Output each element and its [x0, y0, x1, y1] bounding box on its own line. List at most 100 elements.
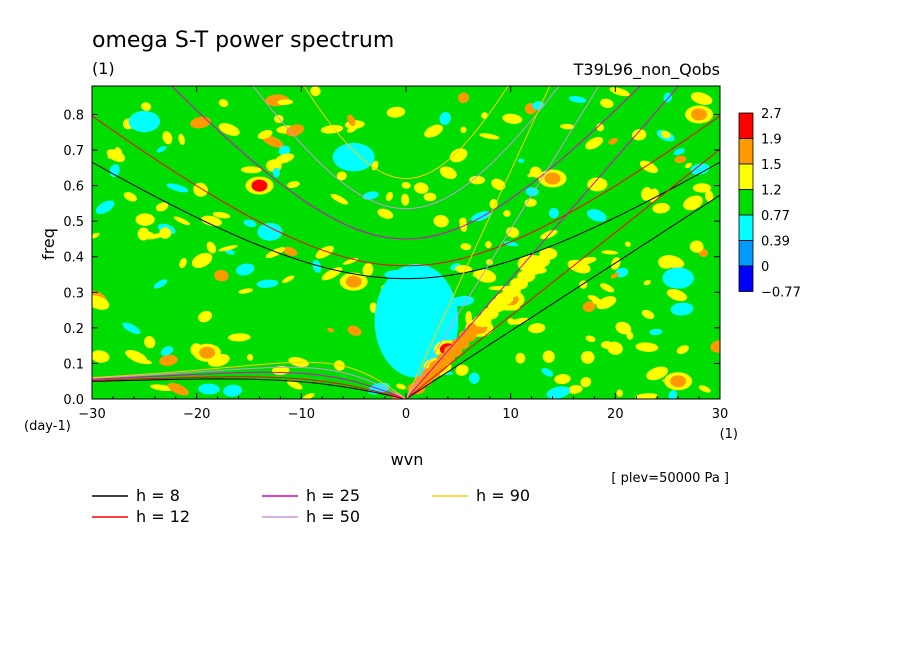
speckle — [218, 245, 238, 252]
kelvin-curve — [405, 148, 720, 399]
speckle — [144, 336, 156, 349]
speckle — [609, 87, 630, 97]
speckle — [635, 342, 659, 352]
speckle — [666, 289, 688, 302]
rossby-curve — [92, 376, 407, 399]
speckle — [641, 309, 655, 320]
speckle — [455, 364, 469, 376]
speckle — [362, 191, 379, 200]
speckle — [479, 133, 500, 140]
speckle — [581, 350, 595, 364]
speckle — [424, 124, 444, 138]
speckle — [643, 280, 651, 286]
speckle — [507, 318, 516, 325]
speckle — [212, 211, 231, 219]
colorbar-label: 0.39 — [761, 235, 790, 250]
ig-curve — [170, 86, 642, 240]
y-tick-label: 0.1 — [63, 357, 84, 372]
speckle — [385, 191, 393, 202]
level-note: [ plev=50000 Pa ] — [611, 471, 729, 486]
speckle — [690, 92, 713, 105]
speckle — [591, 295, 599, 305]
power-field — [92, 86, 720, 399]
y-tick-label: 0.4 — [63, 251, 84, 266]
speckle — [272, 167, 280, 178]
speckle — [503, 241, 519, 247]
speckle — [285, 124, 304, 137]
colorbar-label: 1.5 — [761, 158, 782, 173]
speckle — [611, 257, 621, 270]
speckle — [646, 366, 669, 381]
x-tick-label: 10 — [502, 407, 519, 422]
speckle — [218, 99, 229, 108]
speckle — [670, 302, 694, 316]
speckle — [312, 259, 322, 273]
experiment-label: T39L96_non_Qobs — [573, 60, 720, 80]
speckle — [162, 131, 173, 145]
speckle — [191, 252, 213, 268]
cold-region — [257, 222, 283, 241]
speckle — [683, 195, 703, 211]
colorbar-label: 0.77 — [761, 209, 790, 224]
speckle — [615, 321, 632, 335]
speckle — [524, 198, 537, 207]
speckle — [596, 123, 604, 132]
speckle — [698, 385, 711, 393]
colorbar-swatch — [738, 138, 754, 165]
title-unit: (1) — [92, 59, 115, 78]
speckle — [532, 101, 545, 110]
speckle — [178, 133, 185, 146]
speckle — [179, 258, 187, 269]
speckle — [663, 92, 672, 103]
speckle — [649, 328, 663, 336]
speckle — [396, 383, 407, 390]
speckle — [256, 279, 279, 288]
hotspot — [199, 346, 216, 359]
kelvin-curve — [405, 86, 600, 399]
speckle — [265, 247, 286, 259]
speckle — [567, 385, 583, 394]
colorbar: 2.7 1.9 1.5 1.2 0.77 0.39 0 −0.77 — [738, 107, 801, 301]
speckle — [690, 163, 710, 175]
speckle — [150, 384, 174, 392]
speckle — [330, 193, 349, 205]
speckle — [275, 153, 295, 164]
speckle — [160, 346, 174, 356]
speckle — [600, 98, 614, 109]
kelvin-curve — [405, 86, 680, 399]
hotspot — [691, 108, 708, 121]
cold-region — [662, 267, 694, 289]
speckle — [282, 275, 295, 284]
speckle — [585, 136, 604, 150]
speckle — [471, 211, 491, 222]
speckle — [200, 215, 223, 227]
speckle — [580, 376, 592, 388]
speckle — [457, 92, 470, 104]
colorbar-swatch — [738, 189, 754, 216]
ig-curve — [303, 86, 509, 180]
speckle — [502, 113, 523, 124]
speckle — [135, 213, 155, 226]
rossby-curve — [92, 366, 407, 399]
colorbar-label: −0.77 — [761, 286, 801, 301]
legend-label: h = 25 — [306, 486, 360, 505]
y-tick-label: 0.3 — [63, 286, 84, 301]
y-axis-title: freq — [39, 228, 58, 260]
speckle — [386, 106, 406, 118]
speckle — [692, 183, 712, 193]
x-unit-label: (1) — [720, 427, 738, 442]
speckle — [243, 219, 257, 228]
speckle — [132, 357, 153, 365]
rossby-curve — [92, 371, 407, 399]
y-tick-label: 0.8 — [63, 108, 84, 123]
speckle — [704, 190, 714, 203]
speckle — [156, 145, 167, 153]
speckle — [238, 288, 254, 294]
speckle — [315, 245, 334, 259]
speckle — [676, 345, 689, 355]
speckle — [247, 353, 254, 361]
colorbar-label: 2.7 — [761, 107, 782, 122]
dispersion-curves — [92, 86, 720, 399]
speckle — [652, 202, 670, 214]
speckle — [660, 130, 671, 139]
